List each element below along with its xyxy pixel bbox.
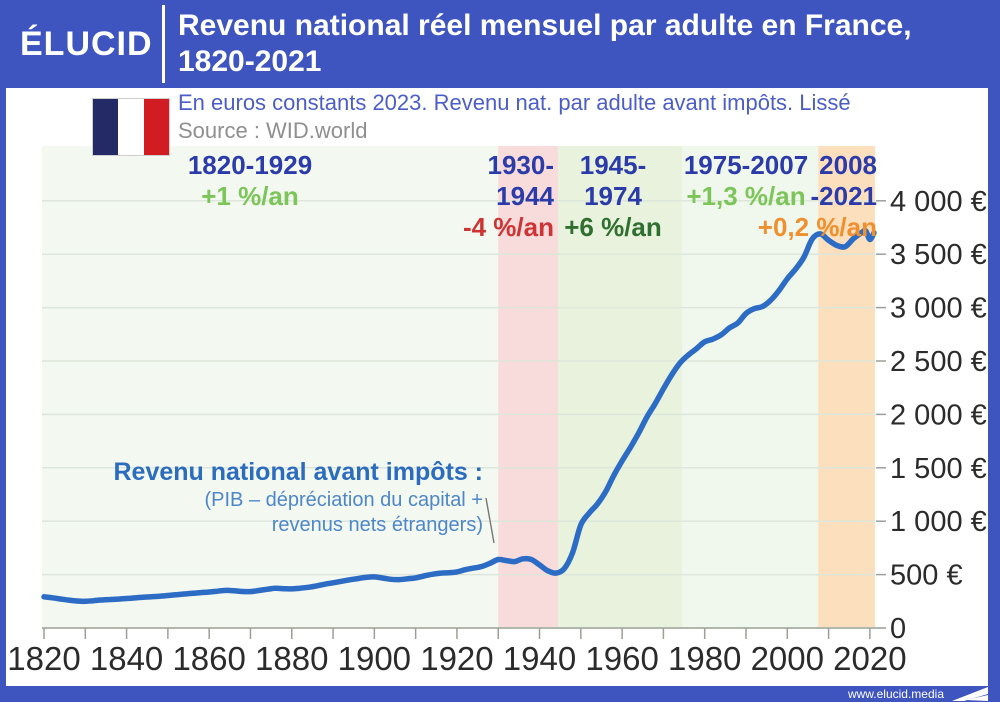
y-axis-label: 1 500 € bbox=[890, 453, 987, 485]
flag-stripe-white bbox=[118, 99, 144, 155]
period-label-1975-2007: 1975-2007 +1,3 %/an bbox=[682, 150, 810, 212]
series-annotation-detail: (PIB – dépréciation du capital + bbox=[204, 489, 483, 511]
series-annotation-detail: revenus nets étrangers) bbox=[271, 514, 483, 536]
period-label-1945-1974: 1945-1974 +6 %/an bbox=[551, 150, 675, 243]
header-divider bbox=[162, 5, 165, 83]
period-label-1930-1944: 1930- 1944 -4 %/an bbox=[414, 150, 554, 243]
period-years: 2008 bbox=[819, 150, 877, 180]
period-rate: +6 %/an bbox=[564, 212, 662, 242]
y-axis-label: 2 500 € bbox=[890, 346, 987, 378]
x-axis-label: 1900 bbox=[338, 640, 411, 677]
period-rate: +1 %/an bbox=[201, 181, 299, 211]
annotation-connector bbox=[485, 497, 495, 544]
y-axis-label: 500 € bbox=[890, 560, 963, 592]
x-axis-label: 1940 bbox=[503, 640, 576, 677]
elucid-logo: ÉLUCID bbox=[20, 24, 153, 63]
x-axis-label: 1840 bbox=[90, 640, 163, 677]
y-axis-label: 4 000 € bbox=[890, 186, 987, 218]
period-band bbox=[818, 146, 875, 628]
y-axis-label: 3 500 € bbox=[890, 239, 987, 271]
flag-stripe-blue bbox=[93, 99, 119, 155]
y-axis-label: 3 000 € bbox=[890, 293, 987, 325]
header-bar: ÉLUCID Revenu national réel mensuel par … bbox=[0, 0, 1000, 88]
series-annotation-title: Revenu national avant impôts : bbox=[113, 458, 483, 486]
page-border-left bbox=[0, 0, 6, 702]
period-years: 1944 bbox=[496, 181, 554, 211]
period-rate: +0,2 %/an bbox=[757, 212, 877, 242]
period-rate: -4 %/an bbox=[462, 212, 554, 242]
x-axis-label: 1980 bbox=[668, 640, 741, 677]
x-axis-label: 1880 bbox=[255, 640, 328, 677]
x-axis-label: 1920 bbox=[420, 640, 493, 677]
france-flag-icon bbox=[92, 98, 170, 156]
period-label-1820-1929: 1820-1929 +1 %/an bbox=[170, 150, 330, 212]
period-years: 1975-2007 bbox=[683, 150, 809, 180]
period-band bbox=[498, 146, 559, 628]
period-rate: +1,3 %/an bbox=[686, 181, 806, 211]
footer-url: www.elucid.media bbox=[847, 687, 944, 701]
y-axis-label: 1 000 € bbox=[890, 506, 987, 538]
series-annotation: Revenu national avant impôts : (PIB – dé… bbox=[53, 456, 483, 538]
page-title-line1: Revenu national réel mensuel par adulte … bbox=[178, 9, 912, 42]
x-axis-label: 2020 bbox=[833, 640, 906, 677]
period-years: 1930- bbox=[487, 150, 555, 180]
footer-bar: www.elucid.media bbox=[0, 686, 1000, 702]
x-axis-label: 1960 bbox=[585, 640, 658, 677]
period-band bbox=[42, 146, 499, 628]
x-axis-label: 1860 bbox=[172, 640, 245, 677]
y-axis-label: 0 bbox=[890, 613, 906, 645]
pennant-icon bbox=[952, 687, 988, 701]
y-axis-label: 2 000 € bbox=[890, 399, 987, 431]
chart-subtitle: En euros constants 2023. Revenu nat. par… bbox=[178, 90, 851, 115]
page-title-line2: 1820-2021 bbox=[178, 45, 322, 78]
flag-stripe-red bbox=[143, 99, 169, 155]
period-years: 1945-1974 bbox=[579, 150, 647, 211]
page-title: Revenu national réel mensuel par adulte … bbox=[178, 8, 990, 80]
x-axis-label: 2000 bbox=[751, 640, 824, 677]
period-years: -2021 bbox=[810, 181, 878, 211]
x-axis-label: 1820 bbox=[7, 640, 80, 677]
period-label-2008-2021: 2008 -2021 +0,2 %/an bbox=[737, 150, 877, 243]
period-years: 1820-1929 bbox=[187, 150, 313, 180]
page-border-right bbox=[988, 0, 1000, 702]
chart-source: Source : WID.world bbox=[178, 118, 368, 143]
period-band bbox=[681, 146, 819, 628]
revenue-curve bbox=[41, 227, 877, 605]
